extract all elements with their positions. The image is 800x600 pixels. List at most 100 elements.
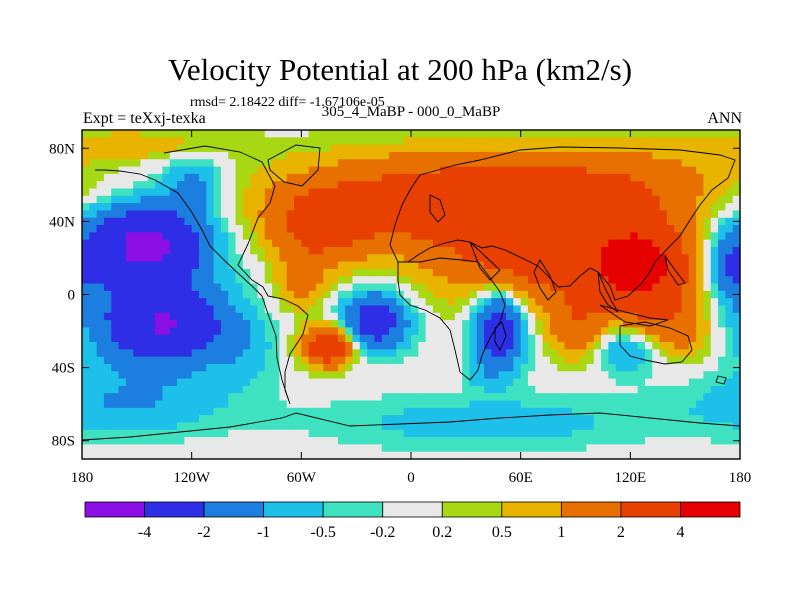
field-cell bbox=[403, 451, 412, 459]
field-cell bbox=[652, 210, 661, 219]
field-cell bbox=[250, 195, 259, 204]
field-cell bbox=[476, 225, 485, 233]
field-cell bbox=[718, 210, 726, 219]
field-cell bbox=[257, 327, 266, 336]
field-cell bbox=[286, 232, 295, 241]
field-cell bbox=[396, 181, 405, 190]
field-cell bbox=[659, 385, 668, 394]
field-cell bbox=[374, 188, 383, 197]
field-cell bbox=[213, 239, 222, 248]
field-cell bbox=[469, 261, 478, 270]
field-cell bbox=[155, 276, 164, 285]
field-cell bbox=[82, 407, 90, 416]
field-cell bbox=[403, 356, 412, 365]
field-cell bbox=[111, 225, 120, 233]
field-cell bbox=[579, 327, 588, 336]
field-cell bbox=[257, 217, 266, 226]
field-cell bbox=[571, 151, 580, 160]
field-cell bbox=[155, 254, 164, 263]
field-cell bbox=[703, 298, 712, 307]
field-cell bbox=[381, 210, 390, 219]
field-cell bbox=[279, 342, 288, 350]
field-cell bbox=[396, 159, 405, 168]
field-cell bbox=[359, 298, 368, 307]
field-cell bbox=[549, 254, 558, 263]
field-cell bbox=[213, 130, 222, 138]
field-cell bbox=[601, 188, 609, 197]
field-cell bbox=[432, 268, 441, 277]
field-cell bbox=[615, 283, 624, 292]
field-cell bbox=[703, 159, 712, 168]
field-cell bbox=[389, 290, 397, 299]
field-cell bbox=[447, 385, 456, 394]
field-cell bbox=[440, 232, 449, 241]
field-cell bbox=[659, 356, 668, 365]
field-cell bbox=[396, 334, 405, 343]
field-cell bbox=[118, 429, 127, 438]
field-cell bbox=[454, 298, 463, 307]
field-cell bbox=[674, 363, 683, 372]
field-cell bbox=[323, 210, 332, 219]
field-cell bbox=[374, 261, 383, 270]
field-cell bbox=[549, 407, 558, 416]
field-cell bbox=[593, 320, 602, 328]
field-cell bbox=[520, 378, 529, 387]
field-cell bbox=[337, 429, 346, 438]
field-cell bbox=[681, 130, 690, 138]
field-cell bbox=[586, 378, 595, 387]
field-cell bbox=[601, 312, 609, 321]
field-cell bbox=[140, 225, 149, 233]
field-cell bbox=[111, 429, 120, 438]
field-cell bbox=[330, 312, 339, 321]
field-cell bbox=[198, 261, 207, 270]
field-cell bbox=[359, 393, 368, 402]
field-cell bbox=[520, 239, 529, 248]
field-cell bbox=[133, 210, 142, 219]
field-cell bbox=[140, 342, 149, 350]
field-cell bbox=[652, 400, 661, 409]
field-cell bbox=[389, 444, 397, 453]
field-cell bbox=[469, 159, 478, 168]
field-cell bbox=[235, 203, 244, 212]
field-cell bbox=[220, 451, 229, 459]
field-cell bbox=[118, 166, 127, 175]
field-cell bbox=[586, 393, 595, 402]
field-cell bbox=[89, 137, 98, 146]
field-cell bbox=[133, 151, 142, 160]
field-cell bbox=[191, 415, 200, 424]
field-cell bbox=[169, 137, 178, 146]
field-cell bbox=[732, 305, 740, 314]
field-cell bbox=[681, 320, 690, 328]
field-cell bbox=[213, 232, 222, 241]
field-cell bbox=[264, 429, 273, 438]
field-cell bbox=[469, 349, 478, 358]
field-cell bbox=[198, 320, 207, 328]
field-cell bbox=[381, 246, 390, 255]
field-cell bbox=[520, 203, 529, 212]
field-cell bbox=[549, 415, 558, 424]
field-cell bbox=[615, 181, 624, 190]
field-cell bbox=[615, 385, 624, 394]
field-cell bbox=[666, 210, 675, 219]
field-cell bbox=[111, 349, 120, 358]
field-cell bbox=[367, 254, 376, 263]
field-cell bbox=[96, 356, 105, 365]
field-cell bbox=[177, 268, 185, 277]
field-cell bbox=[198, 444, 207, 453]
field-cell bbox=[418, 254, 427, 263]
field-cell bbox=[337, 290, 346, 299]
field-cell bbox=[125, 254, 134, 263]
field-cell bbox=[432, 349, 441, 358]
field-cell bbox=[586, 181, 595, 190]
field-cell bbox=[564, 298, 573, 307]
field-cell bbox=[601, 203, 609, 212]
field-cell bbox=[637, 217, 646, 226]
field-cell bbox=[579, 290, 588, 299]
field-cell bbox=[337, 261, 346, 270]
field-cell bbox=[696, 371, 705, 380]
field-cell bbox=[542, 327, 551, 336]
field-cell bbox=[659, 422, 668, 431]
field-cell bbox=[586, 254, 595, 263]
field-cell bbox=[513, 137, 522, 146]
field-cell bbox=[674, 254, 683, 263]
